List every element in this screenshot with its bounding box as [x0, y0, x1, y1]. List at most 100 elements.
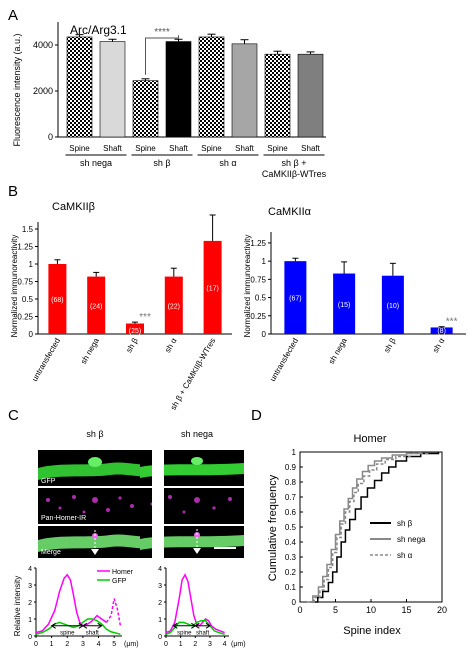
chart-a-bar [264, 53, 291, 138]
chart-b-bar [126, 323, 144, 334]
chart-d-xtick-label: 15 [401, 605, 411, 615]
chart-b-category-label: sh β [382, 336, 398, 354]
chart-c-xtick-label: 2 [65, 641, 69, 648]
chart-a-group-label: sh nega [80, 158, 112, 168]
chart-c-region-arrow-left [172, 622, 178, 629]
chart-c-xtick-label: 5 [112, 641, 116, 648]
chart-b-n-label: (22) [168, 303, 180, 310]
chart-a-bar [198, 36, 225, 138]
chart-a-category-label: Spine [267, 144, 288, 153]
chart-c-ytick-label: 2 [28, 600, 32, 607]
chart-b-category-label: sh α [163, 336, 179, 354]
chart-b-left: CaMKIIβ Normalized immunoreactivity 0 0.2… [10, 201, 232, 412]
chart-b-ytick-label: 1 [29, 260, 34, 269]
chart-c-region-arrow-left [194, 622, 200, 629]
chart-b-ytick-label: 0.5 [22, 295, 34, 304]
panel-letter-b: B [8, 183, 18, 200]
chart-a-group-label: sh β [153, 158, 170, 168]
chart-c-ytick-label: 1 [158, 617, 162, 624]
chart-b-n-label: (67) [289, 296, 301, 303]
chart-d: Homer Cumulative frequency Spine index 0… [267, 433, 447, 637]
chart-b-ytick-label: 0.75 [250, 275, 266, 284]
chart-b-n-label: (8) [437, 328, 446, 335]
chart-d-ytick-label: 0.3 [285, 553, 297, 562]
chart-c-ytick-label: 4 [158, 566, 162, 573]
chart-a-bar [99, 41, 126, 138]
chart-c-region-label: spine [177, 631, 192, 637]
chart-c-xtick-label: 4 [223, 641, 227, 648]
chart-c-xtick-label: 1 [179, 641, 183, 648]
chart-d-ytick-label: 0.7 [285, 493, 297, 502]
chart-d-ytick-label: 0.6 [285, 508, 297, 517]
chart-c-xtick-label: 1 [50, 641, 54, 648]
chart-c-xtick-label: 0 [164, 641, 168, 648]
chart-b-right-ylabel: Normalized immunoreactivity [243, 235, 252, 338]
chart-c-right: 0 1 2 3 4 0 1 2 3 4 (μm) spine shaft [158, 566, 245, 648]
chart-c-region-arrow-left [81, 622, 88, 629]
chart-b-category-label: untransfected [268, 337, 300, 383]
chart-d-xtick-label: 20 [437, 605, 447, 615]
chart-b-ytick-label: 0.5 [255, 294, 267, 303]
chart-d-legend: sh β sh nega sh α [370, 519, 426, 560]
chart-a-bar [132, 80, 159, 138]
chart-a-category-label: Spine [135, 144, 156, 153]
chart-b-ytick-label: 0.25 [250, 312, 266, 321]
chart-b-ytick-label: 1.25 [250, 239, 266, 248]
chart-a-category-label: Shaft [301, 144, 320, 153]
legend-sh-nega: sh nega [397, 535, 426, 544]
chart-c-ytick-label: 0 [158, 634, 162, 641]
chart-c-ytick-label: 0 [28, 634, 32, 641]
chart-b-bar [381, 275, 404, 334]
chart-b-n-label: (68) [51, 297, 63, 304]
chart-a-bar [231, 43, 258, 138]
chart-b-ytick-label: 0.25 [17, 313, 33, 322]
chart-c-region-arrow-left [50, 622, 56, 629]
chart-d-ytick-label: 0.9 [285, 463, 297, 472]
chart-a-bar [297, 53, 324, 138]
chart-b-right: CaMKIIα Normalized immunoreactivity 0 0.2… [243, 206, 466, 383]
chart-a-ytick-label: 0 [48, 132, 53, 142]
chart-d-ylabel: Cumulative frequency [267, 474, 279, 581]
chart-b-ytick-label: 1.5 [22, 225, 34, 234]
chart-a-significance-label: **** [154, 27, 170, 38]
chart-b-category-label: untransfected [30, 337, 62, 383]
chart-a-category-label: Shaft [235, 144, 254, 153]
chart-a-group-label: sh α [219, 158, 236, 168]
chart-b-category-label: sh nega [327, 336, 349, 366]
chart-c-series-line [165, 573, 225, 634]
chart-c-region-label: shaft [86, 631, 99, 637]
chart-c-xlabel: (μm) [231, 641, 246, 648]
panel-letter-a: A [8, 7, 18, 24]
chart-a-significance-bracket [145, 35, 179, 75]
chart-d-xtick-label: 10 [366, 605, 376, 615]
chart-d-frame [299, 451, 443, 603]
micrograph-label-merge: Merge [41, 549, 61, 556]
chart-b-n-label: (25) [129, 328, 141, 335]
chart-d-ytick-label: 0.4 [285, 538, 297, 547]
chart-b-n-label: (17) [206, 285, 218, 292]
micrograph-label-homer: Pan-Homer-IR [41, 515, 86, 522]
chart-c-xlabel: (μm) [124, 641, 139, 648]
chart-d-xlabel: Spine index [343, 625, 401, 637]
chart-b-n-label: (15) [338, 302, 350, 309]
chart-b-significance: *** [139, 312, 151, 323]
chart-d-xtick-label: 5 [333, 605, 338, 615]
chart-b-bar [48, 264, 67, 334]
chart-c-region-arrow-right [97, 622, 103, 629]
chart-b-ytick-label: 1 [262, 257, 267, 266]
chart-a-ytick-label: 2000 [33, 86, 53, 96]
chart-c-xtick-label: 4 [97, 641, 101, 648]
chart-b-n-label: (10) [387, 303, 399, 310]
chart-d-ytick-label: 0.8 [285, 478, 297, 487]
chart-c-series-line-dashed [105, 598, 122, 626]
chart-d-series-line [308, 452, 429, 603]
chart-b-n-label: (24) [90, 303, 102, 310]
chart-d-ytick-label: 1 [292, 448, 297, 457]
micrograph-panel: sh β sh nega GFP Pan-Homer-IR Merge [38, 429, 244, 558]
legend-homer: Homer [112, 569, 134, 576]
chart-a-bar [66, 36, 93, 138]
chart-b-bar [87, 276, 106, 334]
chart-c-xtick-label: 0 [34, 641, 38, 648]
micrograph-right-title: sh nega [181, 429, 213, 439]
